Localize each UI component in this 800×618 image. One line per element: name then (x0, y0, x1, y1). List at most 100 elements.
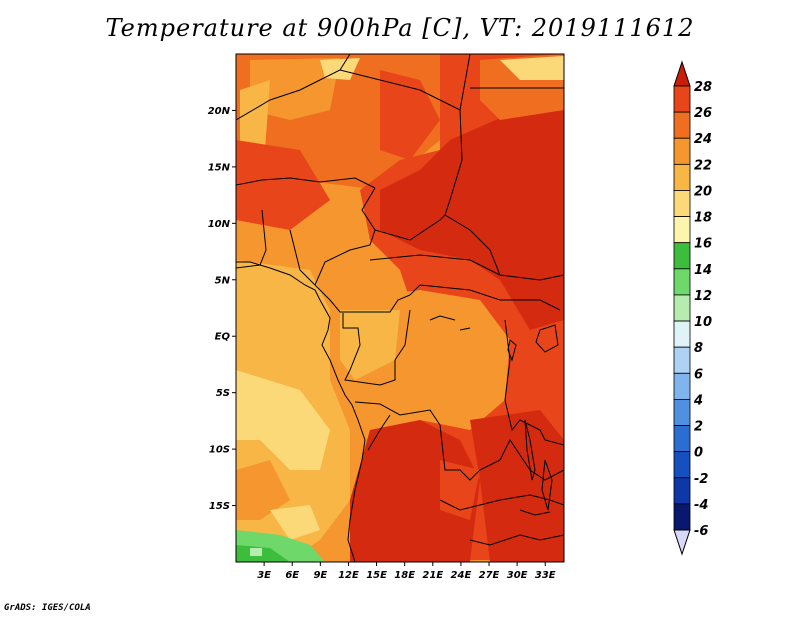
colorbar-swatch (673, 137, 691, 165)
colorbar-label: 2 (694, 420, 703, 435)
border-line (314, 187, 376, 286)
river-outline (519, 509, 551, 516)
colorbar-label: 6 (694, 367, 703, 382)
lake-outline (541, 459, 553, 511)
chart-title: Temperature at 900hPa [C], VT: 201911161… (105, 14, 695, 42)
colorbar-label: 18 (694, 211, 712, 226)
border-line (504, 319, 564, 446)
colorbar-label: 26 (694, 106, 712, 121)
x-tick-label: 27E (479, 570, 500, 581)
colorbar-swatch (673, 163, 691, 191)
border-line (369, 254, 501, 276)
colorbar-label: -4 (694, 498, 708, 513)
border-line (367, 414, 391, 451)
y-tick-label: 15S (209, 501, 230, 512)
x-tick-label: 15E (366, 570, 387, 581)
border-line (289, 229, 316, 286)
field-region-26-west (236, 140, 330, 230)
border-line (342, 309, 411, 386)
colorbar-label: 14 (694, 263, 712, 278)
y-tick-label: EQ (215, 332, 231, 343)
colorbar-label: 16 (694, 237, 712, 252)
y-tick-label: 10S (209, 445, 230, 456)
lake-outline (507, 339, 517, 362)
y-tick-label: 10N (208, 219, 231, 230)
field-region-28-angola (350, 420, 480, 562)
x-tick-label: 12E (338, 570, 359, 581)
colorbar-swatch (673, 346, 691, 374)
border-line (314, 284, 421, 313)
field-region-22-sw (236, 460, 290, 520)
colorbar-label: 28 (694, 80, 712, 95)
colorbar-label: -2 (694, 472, 708, 487)
x-tick-label: 30E (507, 570, 528, 581)
temperature-field (236, 54, 564, 562)
credit-label: GrADS: IGES/COLA (4, 603, 91, 613)
border-line (444, 214, 564, 281)
colorbar-label: 24 (694, 132, 712, 147)
colorbar-swatch (673, 503, 691, 531)
x-tick-label: 9E (313, 570, 327, 581)
colorbar-label: 8 (694, 341, 703, 356)
field-region-10-sw (250, 548, 262, 556)
x-tick-label: 24E (451, 570, 472, 581)
colorbar-label: -6 (694, 524, 708, 539)
colorbar-swatch (673, 425, 691, 453)
field-region-18-sw (270, 505, 320, 540)
border-line (236, 209, 267, 269)
country-borders (236, 54, 564, 546)
lake-outline (524, 419, 536, 481)
colorbar-swatch (673, 477, 691, 505)
border-line (236, 54, 351, 121)
field-region-20-nw (240, 80, 270, 160)
x-tick-label: 3E (257, 570, 271, 581)
colorbar-under-arrow (673, 529, 691, 556)
map-frame (235, 53, 565, 563)
border-line (236, 177, 376, 189)
x-tick-label: 33E (535, 570, 556, 581)
field-region-14-sw (236, 545, 290, 562)
colorbar-label: 12 (694, 289, 712, 304)
border-line (354, 401, 501, 481)
colorbar-label: 10 (694, 315, 712, 330)
colorbar-swatch (673, 294, 691, 322)
colorbar-over-arrow (673, 60, 691, 87)
field-region-28-sudan (380, 90, 564, 330)
colorbar-swatch (673, 85, 691, 113)
x-tick-label: 6E (285, 570, 299, 581)
colorbar-swatch (673, 111, 691, 139)
field-region-18-atlantic (236, 370, 330, 470)
y-tick-label: 5N (215, 275, 231, 286)
colorbar-swatch (673, 399, 691, 426)
field-region-18-ne (500, 56, 564, 80)
field-region-22-nw (250, 58, 340, 120)
colorbar-swatch (673, 451, 691, 479)
border-line (469, 534, 564, 546)
river-outline (429, 315, 471, 331)
colorbar-label: 0 (694, 446, 703, 461)
y-tick-label: 15N (208, 162, 231, 173)
lake-outline (535, 324, 559, 353)
colorbar-swatch (673, 216, 691, 244)
border-line (439, 494, 564, 511)
border-line (444, 109, 463, 216)
coastline (236, 261, 366, 562)
colorbar-swatch (673, 320, 691, 348)
border-line (419, 284, 561, 311)
x-axis: 3E 6E 9E 12E 15E 18E 21E 24E 27E 30E 33E (257, 562, 556, 581)
colorbar-swatch (673, 242, 691, 270)
x-tick-label: 21E (422, 570, 443, 581)
y-tick-label: 20N (208, 106, 231, 117)
border-line (339, 54, 471, 111)
y-axis: 20N 15N 10N 5N EQ 5S 10S 15S (208, 106, 236, 512)
x-tick-label: 18E (394, 570, 415, 581)
border-line (374, 214, 446, 241)
colorbar-swatch (673, 268, 691, 296)
colorbar-swatch (673, 372, 691, 400)
colorbar-label: 4 (693, 393, 703, 408)
colorbar-label: 22 (694, 158, 712, 173)
field-region-28-zambia (470, 410, 564, 562)
colorbar-label: 20 (694, 184, 712, 199)
